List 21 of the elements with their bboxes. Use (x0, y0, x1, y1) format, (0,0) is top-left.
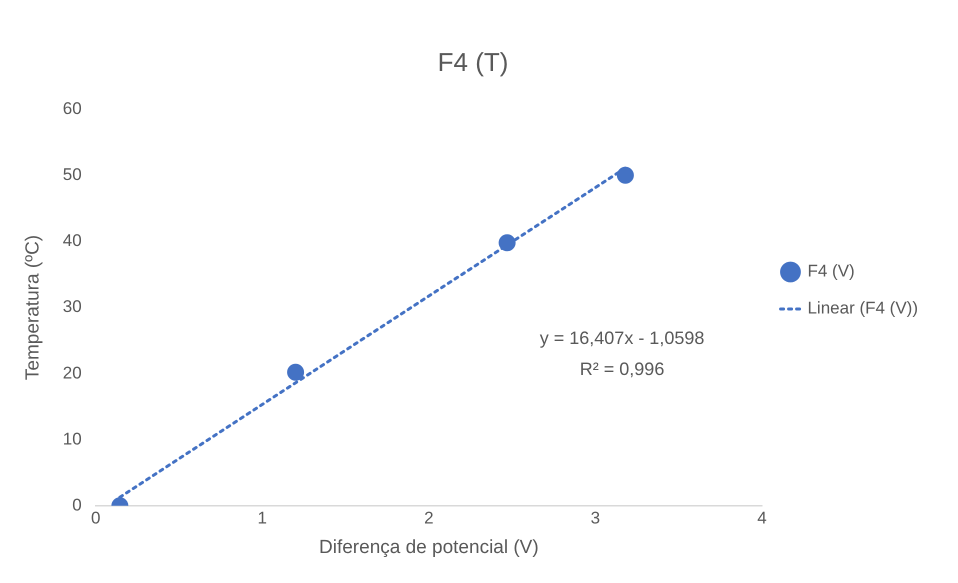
x-tick-label: 3 (590, 508, 600, 528)
point (616, 166, 634, 184)
x-tick-label: 4 (757, 508, 767, 528)
y-tick-label: 20 (62, 363, 82, 382)
legend-label: Linear (F4 (V)) (807, 298, 918, 318)
x-tick-label: 2 (424, 508, 434, 528)
point (498, 234, 516, 252)
y-tick-label: 60 (62, 98, 82, 118)
y-tick-label: 0 (72, 495, 82, 514)
legend-label: F4 (V) (807, 262, 855, 281)
y-tick-label: 50 (62, 164, 82, 184)
y-tick-label: 30 (62, 297, 82, 316)
x-tick-label: 1 (258, 508, 268, 528)
chart-title: F4 (T) (438, 46, 508, 77)
annotation: R² = 0,996 (580, 359, 664, 380)
y-tick-label: 10 (62, 429, 82, 448)
y-axis-title: Temperatura (ºC) (22, 234, 44, 380)
annotation: y = 16,407x - 1,0598 (540, 328, 704, 348)
x-tick-label: 0 (90, 508, 100, 528)
x-axis-title: Diferença de potencial (V) (319, 536, 539, 558)
y-tick-label: 40 (62, 231, 82, 250)
